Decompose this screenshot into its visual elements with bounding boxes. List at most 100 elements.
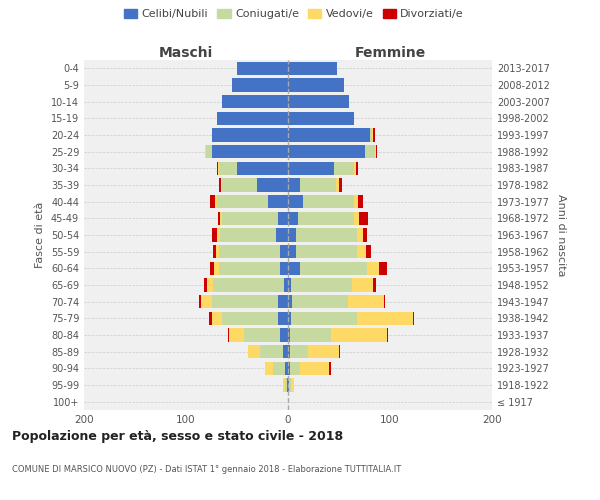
Bar: [217, 112, 288, 125]
Bar: [288, 128, 370, 141]
Bar: [288, 145, 365, 158]
Bar: [300, 178, 336, 192]
Bar: [212, 128, 288, 141]
Bar: [379, 262, 387, 275]
Bar: [280, 245, 288, 258]
Bar: [358, 195, 364, 208]
Bar: [260, 345, 283, 358]
Bar: [283, 345, 288, 358]
Bar: [288, 112, 355, 125]
Bar: [367, 262, 379, 275]
Y-axis label: Fasce di età: Fasce di età: [35, 202, 45, 268]
Bar: [205, 278, 208, 291]
Bar: [296, 245, 358, 258]
Bar: [288, 278, 291, 291]
Bar: [222, 95, 288, 108]
Bar: [288, 78, 344, 92]
Bar: [214, 262, 218, 275]
Bar: [288, 212, 298, 225]
Bar: [268, 195, 288, 208]
Bar: [212, 228, 217, 241]
Bar: [287, 378, 288, 392]
Bar: [288, 228, 296, 241]
Bar: [365, 145, 375, 158]
Text: COMUNE DI MARSICO NUOVO (PZ) - Dati ISTAT 1° gennaio 2018 - Elaborazione TUTTITA: COMUNE DI MARSICO NUOVO (PZ) - Dati ISTA…: [12, 465, 401, 474]
Text: Popolazione per età, sesso e stato civile - 2018: Popolazione per età, sesso e stato civil…: [12, 430, 343, 443]
Bar: [288, 345, 290, 358]
Bar: [291, 278, 352, 291]
Bar: [276, 228, 288, 241]
Bar: [376, 145, 377, 158]
Bar: [221, 178, 222, 192]
Bar: [202, 295, 212, 308]
Bar: [285, 362, 288, 375]
Bar: [218, 178, 221, 192]
Bar: [304, 195, 355, 208]
Bar: [278, 212, 288, 225]
Bar: [288, 362, 290, 375]
Bar: [215, 245, 218, 258]
Bar: [291, 312, 358, 325]
Bar: [237, 162, 288, 175]
Bar: [358, 228, 364, 241]
Bar: [300, 262, 367, 275]
Bar: [212, 312, 222, 325]
Bar: [229, 328, 244, 342]
Bar: [211, 195, 215, 208]
Bar: [218, 262, 280, 275]
Bar: [352, 278, 373, 291]
Text: Femmine: Femmine: [355, 46, 425, 60]
Bar: [329, 362, 331, 375]
Bar: [222, 212, 278, 225]
Bar: [339, 178, 342, 192]
Bar: [288, 378, 289, 392]
Bar: [222, 312, 278, 325]
Bar: [375, 145, 376, 158]
Bar: [288, 62, 337, 75]
Bar: [373, 128, 375, 141]
Bar: [248, 345, 260, 358]
Bar: [199, 295, 202, 308]
Bar: [257, 178, 288, 192]
Bar: [212, 278, 284, 291]
Bar: [355, 195, 358, 208]
Bar: [280, 328, 288, 342]
Bar: [220, 228, 276, 241]
Bar: [288, 295, 292, 308]
Bar: [356, 162, 358, 175]
Bar: [334, 162, 355, 175]
Bar: [365, 245, 371, 258]
Bar: [218, 162, 237, 175]
Bar: [218, 245, 280, 258]
Bar: [265, 362, 273, 375]
Bar: [384, 295, 385, 308]
Bar: [290, 362, 300, 375]
Bar: [288, 195, 304, 208]
Bar: [232, 78, 288, 92]
Bar: [212, 245, 215, 258]
Bar: [278, 312, 288, 325]
Bar: [212, 295, 278, 308]
Bar: [292, 295, 348, 308]
Bar: [205, 145, 206, 158]
Bar: [359, 212, 368, 225]
Bar: [288, 245, 296, 258]
Bar: [206, 145, 212, 158]
Bar: [288, 312, 291, 325]
Bar: [289, 378, 291, 392]
Bar: [278, 295, 288, 308]
Bar: [211, 262, 214, 275]
Bar: [355, 162, 356, 175]
Bar: [358, 245, 365, 258]
Bar: [296, 228, 358, 241]
Bar: [217, 162, 218, 175]
Bar: [285, 378, 287, 392]
Bar: [288, 178, 300, 192]
Bar: [291, 378, 294, 392]
Bar: [217, 228, 220, 241]
Bar: [387, 328, 388, 342]
Bar: [218, 212, 220, 225]
Bar: [300, 362, 329, 375]
Bar: [373, 278, 376, 291]
Bar: [288, 328, 290, 342]
